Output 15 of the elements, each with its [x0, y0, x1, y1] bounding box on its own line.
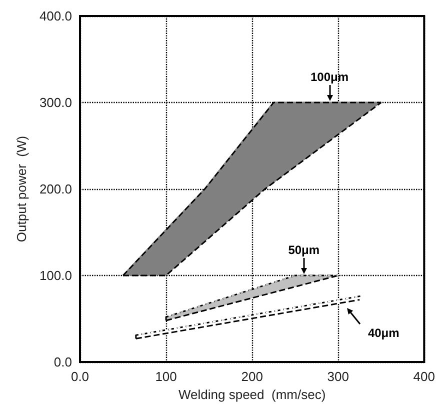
y-tick-label: 300.0	[39, 95, 72, 110]
x-tick-label: 0.0	[70, 369, 90, 384]
y-tick-label: 400.0	[39, 8, 72, 24]
x-tick-label: 200	[241, 369, 263, 384]
series-label: 50μm	[288, 242, 320, 256]
x-tick-label: 400	[413, 369, 436, 384]
x-tick-label: 300	[327, 369, 349, 384]
y-axis-title: Output power (W)	[14, 136, 29, 242]
series-label: 100μm	[310, 70, 349, 84]
x-tick-label: 100	[155, 369, 177, 384]
text: 40μm	[368, 326, 400, 340]
y-tick-label: 0.0	[54, 354, 72, 370]
x-axis-title: Welding speed (mm/sec)	[178, 386, 326, 402]
y-tick-label: 200.0	[39, 182, 72, 196]
y-tick-label: 100.0	[39, 268, 72, 283]
